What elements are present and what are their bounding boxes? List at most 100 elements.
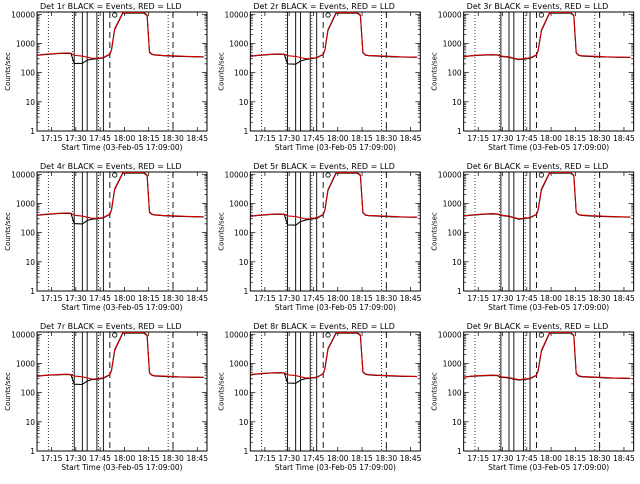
y-axis-label: Counts/sec bbox=[4, 52, 12, 91]
top-marker bbox=[538, 172, 544, 178]
y-axis-label: Counts/sec bbox=[431, 212, 439, 251]
plot-title: Det 3r BLACK = Events, RED = LLD bbox=[467, 2, 609, 11]
y-axis-label: Counts/sec bbox=[4, 212, 12, 251]
plot-frame bbox=[36, 331, 208, 452]
y-tick-label: 10000 bbox=[438, 330, 462, 339]
x-tick-label: 17:45 bbox=[303, 454, 325, 463]
y-tick-label: 10000 bbox=[11, 170, 35, 179]
y-axis-label: Counts/sec bbox=[431, 52, 439, 91]
x-tick-label: 17:45 bbox=[516, 294, 538, 303]
y-tick-label: 1000 bbox=[229, 359, 248, 368]
x-tick-label: 18:45 bbox=[400, 134, 422, 143]
x-tick-label: 18:15 bbox=[565, 294, 587, 303]
x-tick-label: 17:15 bbox=[467, 294, 489, 303]
plot-title: Det 4r BLACK = Events, RED = LLD bbox=[40, 162, 182, 171]
y-tick-label: 10 bbox=[239, 418, 249, 427]
x-tick-label: 18:30 bbox=[162, 294, 184, 303]
y-tick-label: 1 bbox=[30, 127, 35, 136]
x-tick-label: 17:30 bbox=[65, 454, 87, 463]
y-tick-label: 100 bbox=[21, 69, 36, 78]
x-tick-label: 18:15 bbox=[565, 134, 587, 143]
plot-frame bbox=[36, 11, 208, 132]
y-tick-label: 1 bbox=[30, 447, 35, 456]
y-axis-label: Counts/sec bbox=[217, 212, 225, 251]
y-tick-label: 10000 bbox=[224, 10, 248, 19]
x-axis-label: Start Time (03-Feb-05 17:09:00) bbox=[488, 143, 609, 152]
x-tick-label: 18:00 bbox=[114, 134, 136, 143]
plot-title: Det 7r BLACK = Events, RED = LLD bbox=[40, 322, 182, 331]
plot-frame bbox=[36, 171, 208, 292]
x-axis-label: Start Time (03-Feb-05 17:09:00) bbox=[488, 463, 609, 472]
lld-series-line bbox=[250, 11, 418, 60]
plot-frame bbox=[463, 331, 635, 452]
plot-panel-2: 1 10 100 1000 10000 17:15 17:30 17:45 18:00 18:15… bbox=[217, 2, 421, 152]
x-tick-label: 18:00 bbox=[114, 454, 136, 463]
top-marker bbox=[112, 12, 118, 18]
x-tick-label: 17:45 bbox=[516, 134, 538, 143]
y-tick-label: 10 bbox=[452, 258, 462, 267]
top-marker bbox=[538, 12, 544, 18]
events-series-line bbox=[463, 172, 631, 220]
x-axis-label: Start Time (03-Feb-05 17:09:00) bbox=[275, 463, 396, 472]
y-tick-label: 100 bbox=[234, 229, 249, 238]
top-marker bbox=[325, 332, 331, 338]
lld-series-line bbox=[250, 171, 418, 220]
plot-panel-1: 1 10 100 1000 10000 17:15 17:30 17:45 18:00 18:15… bbox=[4, 2, 208, 152]
plot-title: Det 8r BLACK = Events, RED = LLD bbox=[253, 322, 395, 331]
y-axis-label: Counts/sec bbox=[217, 52, 225, 91]
x-tick-label: 17:45 bbox=[303, 134, 325, 143]
events-series-line bbox=[250, 172, 418, 226]
x-tick-label: 18:30 bbox=[376, 294, 398, 303]
top-marker bbox=[538, 332, 544, 338]
x-tick-label: 17:15 bbox=[254, 454, 276, 463]
y-tick-label: 1000 bbox=[16, 199, 35, 208]
x-tick-label: 17:45 bbox=[89, 454, 111, 463]
x-axis-label: Start Time (03-Feb-05 17:09:00) bbox=[275, 303, 396, 312]
x-tick-label: 18:45 bbox=[613, 294, 635, 303]
lld-series-line bbox=[463, 11, 631, 60]
y-tick-label: 10000 bbox=[438, 10, 462, 19]
top-marker bbox=[325, 12, 331, 18]
x-tick-label: 18:00 bbox=[327, 294, 349, 303]
x-tick-label: 18:45 bbox=[613, 134, 635, 143]
y-tick-label: 1 bbox=[457, 127, 462, 136]
y-tick-label: 1 bbox=[244, 127, 249, 136]
plot-frame bbox=[249, 331, 421, 452]
y-tick-label: 10000 bbox=[11, 10, 35, 19]
x-tick-label: 17:15 bbox=[254, 134, 276, 143]
x-tick-label: 17:15 bbox=[467, 454, 489, 463]
x-tick-label: 17:45 bbox=[89, 134, 111, 143]
x-tick-label: 18:30 bbox=[376, 134, 398, 143]
top-marker bbox=[112, 172, 118, 178]
y-tick-label: 1000 bbox=[443, 359, 462, 368]
y-axis-label: Counts/sec bbox=[4, 372, 12, 411]
x-tick-label: 18:15 bbox=[138, 134, 160, 143]
plot-title: Det 2r BLACK = Events, RED = LLD bbox=[253, 2, 395, 11]
y-tick-label: 10000 bbox=[11, 330, 35, 339]
x-tick-label: 18:15 bbox=[138, 454, 160, 463]
x-tick-label: 18:15 bbox=[351, 134, 373, 143]
plot-panel-5: 1 10 100 1000 10000 17:15 17:30 17:45 18:00 18:15… bbox=[217, 162, 421, 312]
y-tick-label: 10 bbox=[452, 418, 462, 427]
plot-panel-6: 1 10 100 1000 10000 17:15 17:30 17:45 18:00 18:15… bbox=[431, 162, 635, 312]
y-tick-label: 1000 bbox=[443, 199, 462, 208]
lld-series-line bbox=[250, 331, 418, 379]
x-tick-label: 17:30 bbox=[65, 134, 87, 143]
x-tick-label: 18:00 bbox=[327, 134, 349, 143]
y-tick-label: 10 bbox=[25, 418, 35, 427]
x-tick-label: 18:45 bbox=[186, 454, 208, 463]
x-tick-label: 18:45 bbox=[186, 134, 208, 143]
y-tick-label: 100 bbox=[447, 389, 462, 398]
x-tick-label: 18:45 bbox=[186, 294, 208, 303]
x-tick-label: 17:30 bbox=[492, 294, 514, 303]
x-axis-label: Start Time (03-Feb-05 17:09:00) bbox=[61, 303, 182, 312]
x-tick-label: 18:00 bbox=[540, 134, 562, 143]
y-tick-label: 1000 bbox=[229, 199, 248, 208]
y-tick-label: 10 bbox=[25, 258, 35, 267]
x-tick-label: 17:15 bbox=[41, 294, 63, 303]
x-tick-label: 18:00 bbox=[540, 294, 562, 303]
x-tick-label: 17:30 bbox=[278, 134, 300, 143]
events-series-line bbox=[463, 12, 631, 61]
